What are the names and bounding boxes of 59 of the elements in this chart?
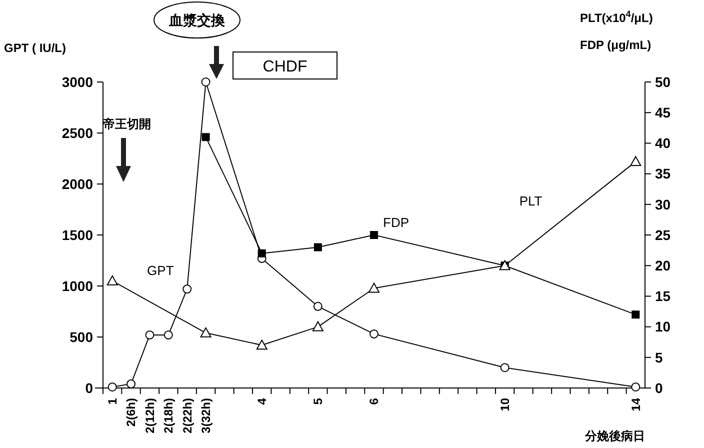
point: [314, 243, 322, 252]
y-tick-label: 500: [70, 328, 94, 345]
point: [370, 231, 378, 239]
point: [500, 363, 510, 372]
y2-tick-label: 45: [655, 104, 671, 120]
annotation: 帝王切開: [103, 117, 151, 131]
point: [313, 302, 322, 311]
point: [632, 310, 640, 319]
series-label: PLT: [519, 194, 542, 209]
point: [256, 340, 268, 350]
point: [200, 327, 212, 338]
point: [258, 249, 266, 258]
point: [630, 156, 642, 166]
y-tick-label: 1500: [62, 226, 94, 243]
point: [368, 282, 380, 293]
text: 血漿交換: [168, 12, 226, 28]
point: [164, 330, 173, 340]
x-tick-label: 2(12h): [142, 398, 157, 434]
x-tick-label: 2(18h): [162, 398, 176, 434]
y2-tick-label: 5: [655, 349, 663, 366]
y-tick-label: 2000: [62, 176, 94, 192]
point: [106, 275, 118, 286]
point: [370, 329, 378, 338]
point: [202, 133, 210, 142]
x-tick-label: 2(22h): [180, 398, 194, 434]
point: [312, 321, 324, 332]
x-tick-label: 2(6h): [124, 398, 138, 427]
x-tick-label: 10: [498, 398, 512, 412]
y2-tick-label: 25: [655, 226, 671, 243]
point: [182, 284, 192, 294]
text: CHDF: [262, 58, 308, 76]
y-tick-label: 2500: [62, 124, 94, 141]
series-label: GPT: [147, 262, 174, 278]
point: [108, 382, 117, 392]
y2-tick-label: 20: [655, 258, 671, 274]
y-tick-label: 3000: [62, 74, 94, 90]
y-tick-label: 1000: [62, 278, 94, 294]
y2-tick-label: 15: [655, 288, 671, 304]
x-axis-title: 分娩後病日: [584, 429, 645, 443]
x-tick-label: 1: [106, 398, 120, 405]
point: [126, 379, 136, 388]
point: [201, 78, 210, 86]
x-tick-label: 4: [255, 398, 270, 405]
x-tick-label: 6: [367, 398, 382, 405]
y2-tick-label: 35: [655, 166, 671, 182]
y2-tick-label: 30: [655, 196, 671, 212]
x-tick-label: 3(32h): [198, 398, 213, 434]
y2-tick-label: 0: [655, 380, 663, 396]
y2-axis-title: PLT(x10$^{4}$/μL) FDP (μg/mL): [580, 9, 653, 52]
y-axis-title: GPT ( IU/L): [4, 41, 66, 55]
y2-tick-label: 10: [655, 318, 671, 335]
series-label: FDP: [383, 215, 409, 230]
point: [145, 330, 154, 340]
y2-tick-label: 40: [655, 135, 671, 152]
x-tick-label: 14: [628, 398, 643, 412]
y-tick-label: 0: [85, 380, 94, 396]
y2-tick-label: 50: [655, 74, 671, 90]
x-tick-label: 5: [311, 398, 326, 405]
point: [631, 382, 640, 392]
